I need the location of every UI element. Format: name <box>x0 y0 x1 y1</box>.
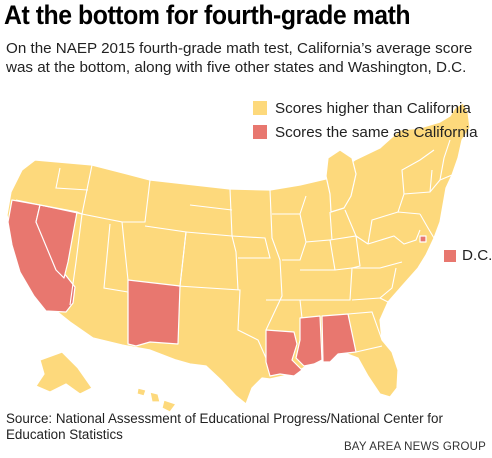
state-border-2 <box>15 199 41 206</box>
legend-label-same: Scores the same as California <box>275 123 478 141</box>
state-border-5 <box>122 179 151 223</box>
state-border-22 <box>329 211 333 241</box>
state-new-mexico <box>127 279 181 347</box>
state-louisiana <box>265 329 303 377</box>
credit-line: BAY AREA NEWS GROUP <box>343 441 486 453</box>
state-hawaii-1 <box>136 387 147 397</box>
state-border-25 <box>352 261 403 269</box>
legend-item-same: Scores the same as California <box>253 120 478 144</box>
state-border-14 <box>179 231 187 287</box>
state-border-37 <box>439 174 453 181</box>
state-border-13 <box>189 204 233 211</box>
legend-label-higher: Scores higher than California <box>275 99 471 117</box>
legend-swatch-same <box>253 125 267 139</box>
state-border-31 <box>367 211 421 245</box>
state-alaska <box>35 351 93 395</box>
state-border-35 <box>429 169 433 193</box>
state-washington-dc <box>419 235 427 243</box>
state-border-28 <box>355 345 383 353</box>
dc-label: D.C. <box>462 247 492 264</box>
state-border-11 <box>177 285 267 359</box>
subheadline: On the NAEP 2015 fourth-grade math test,… <box>6 40 473 76</box>
state-border-38 <box>344 209 357 237</box>
state-border-29 <box>379 267 397 299</box>
legend-item-higher: Scores higher than California <box>253 96 478 120</box>
state-border-12 <box>229 188 239 291</box>
state-border-34 <box>419 213 435 239</box>
state-border-3 <box>55 167 89 191</box>
state-border-10 <box>185 231 233 237</box>
source-note: Source: National Assessment of Education… <box>6 411 443 442</box>
state-border-30 <box>367 229 421 245</box>
state-us-mainland <box>6 102 471 405</box>
state-border-16 <box>265 189 283 331</box>
state-border-27 <box>347 311 383 341</box>
state-border-21 <box>300 267 353 301</box>
state-hawaii-3 <box>161 399 177 413</box>
state-hawaii-2 <box>149 391 161 403</box>
state-border-32 <box>397 179 441 213</box>
state-border-15 <box>231 235 271 259</box>
state-border-36 <box>439 139 451 181</box>
headline: At the bottom for fourth-grade math <box>4 0 411 30</box>
state-border-33 <box>401 149 435 195</box>
state-border-6 <box>69 213 83 306</box>
state-michigan <box>325 149 357 213</box>
state-border-20 <box>300 239 336 271</box>
state-border-7 <box>103 223 129 293</box>
dc-swatch <box>444 249 456 262</box>
legend: Scores higher than California Scores the… <box>253 96 478 144</box>
state-border-18 <box>282 213 307 261</box>
state-border-4 <box>76 211 129 281</box>
state-border-24 <box>351 235 361 269</box>
dc-key: D.C. <box>444 247 492 264</box>
legend-swatch-higher <box>253 101 267 115</box>
state-mississippi <box>295 315 323 367</box>
